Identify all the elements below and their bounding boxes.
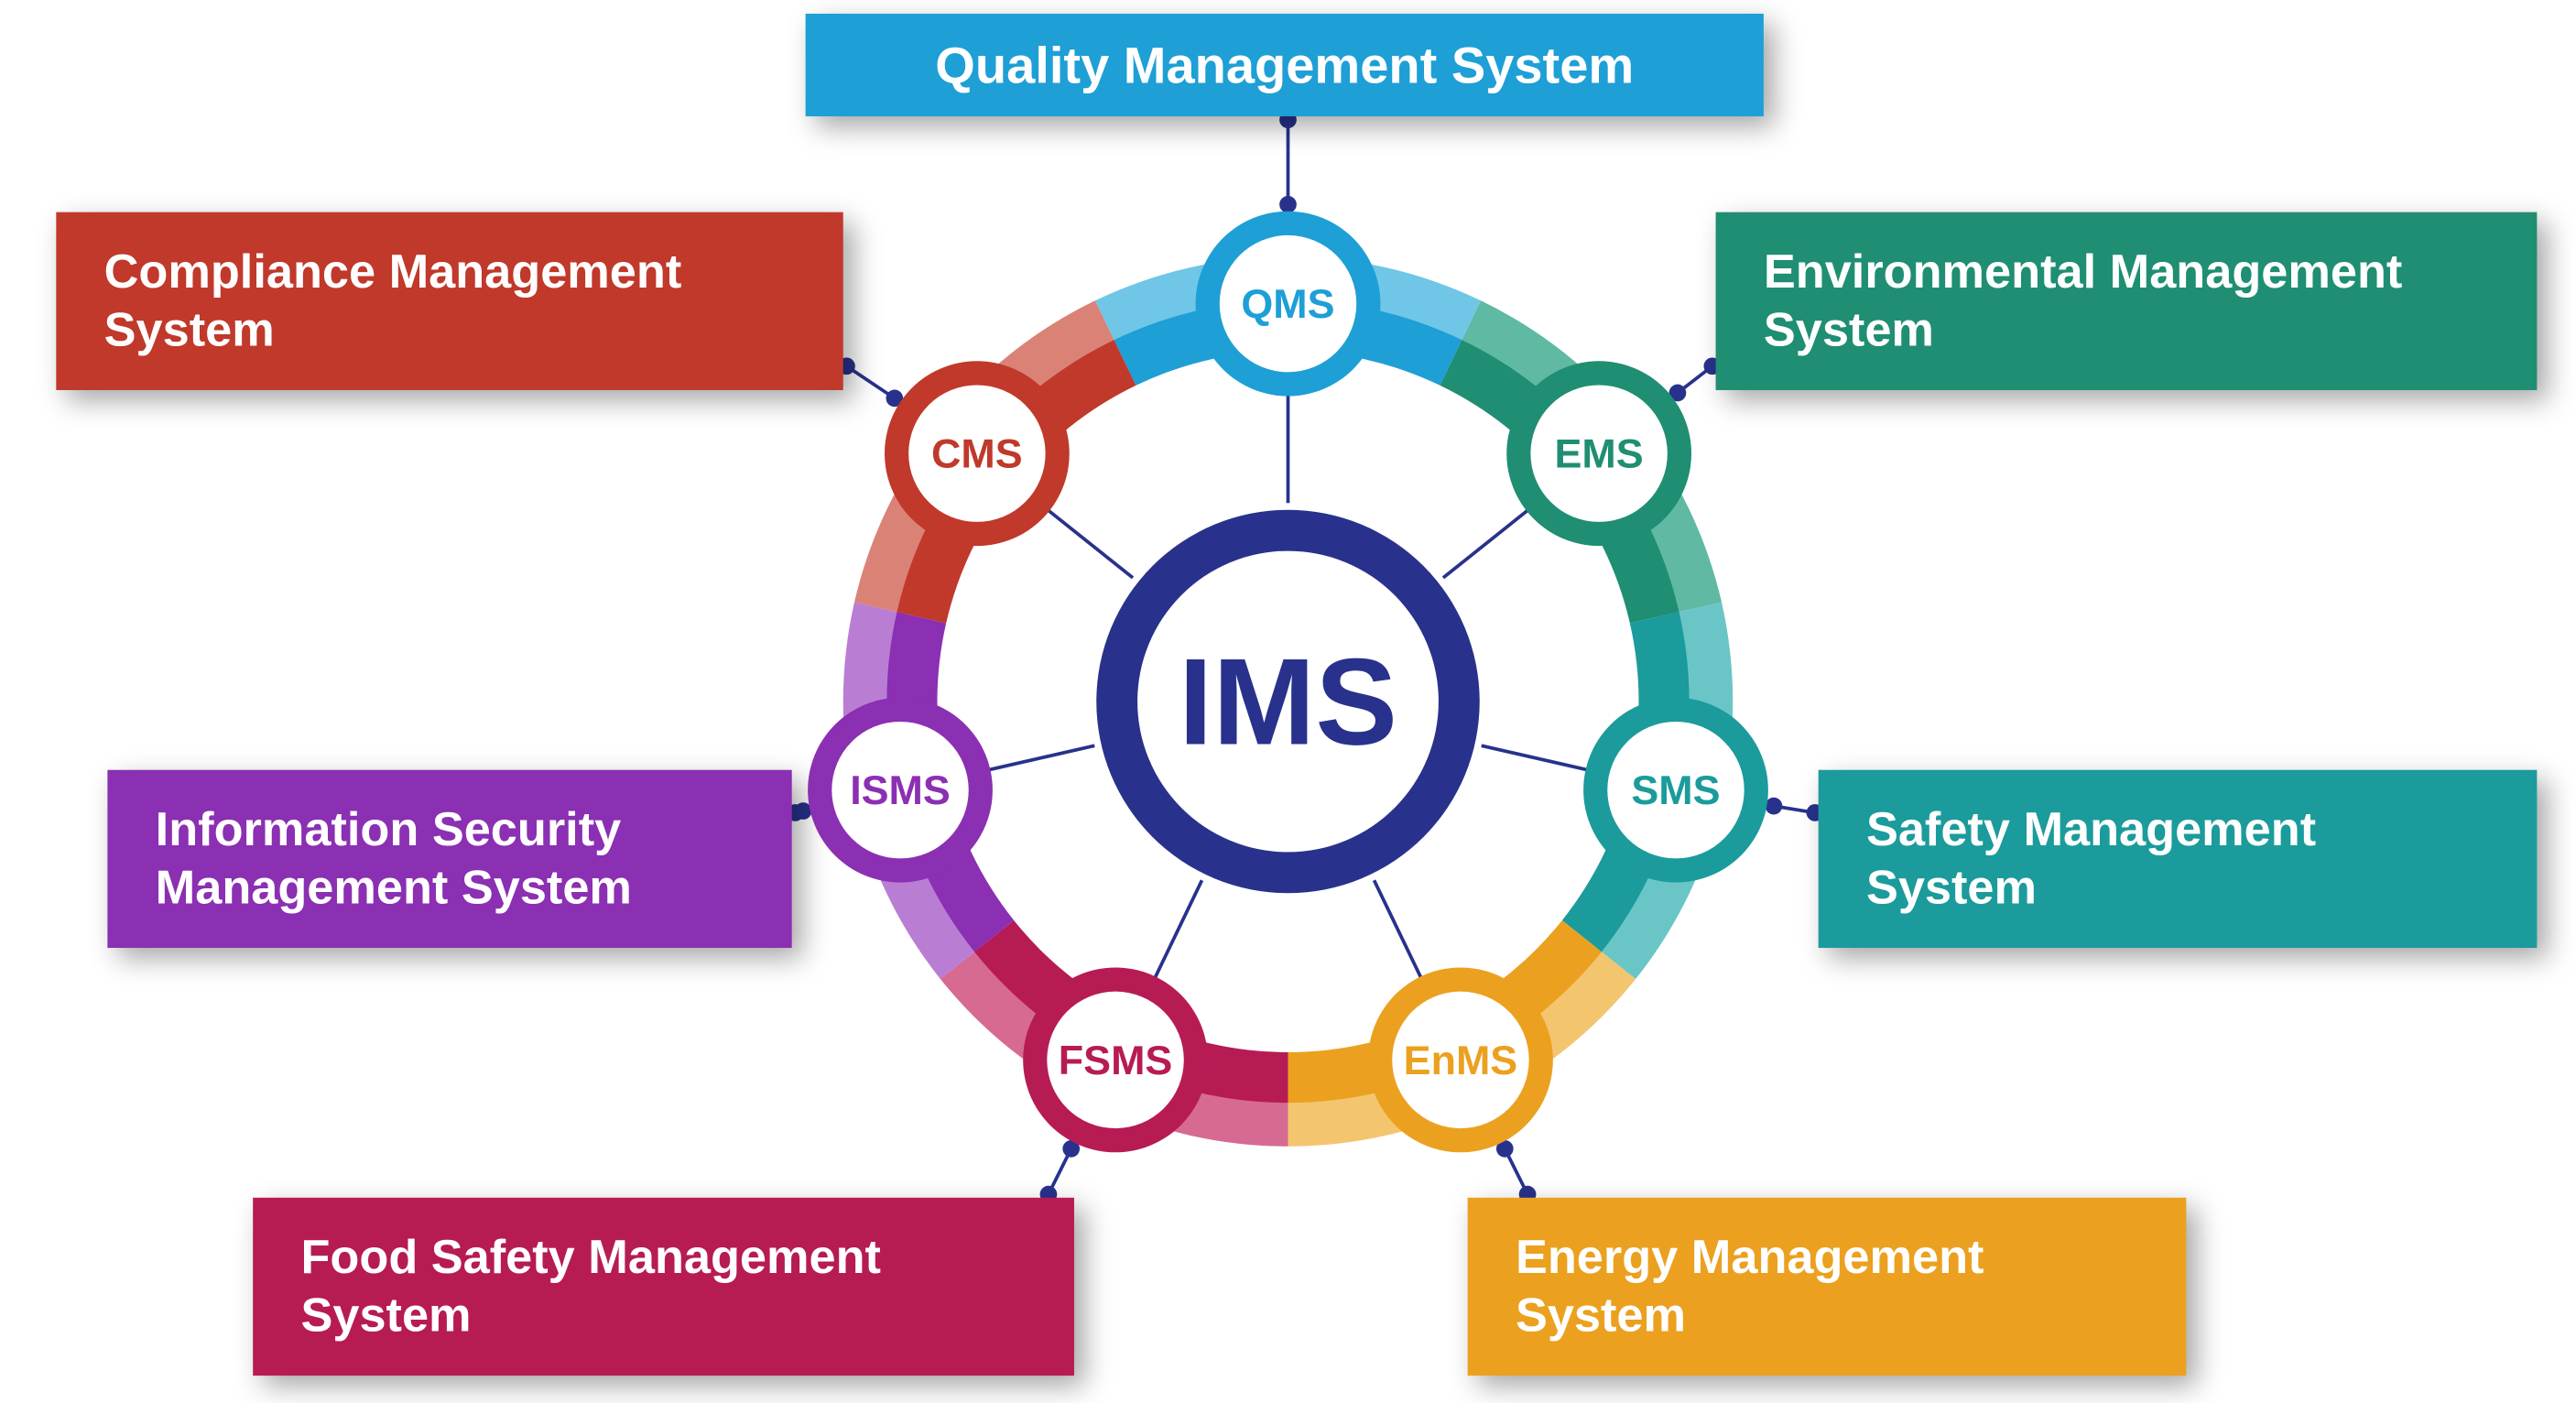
ims-diagram: Quality Management System Environmental M…: [0, 0, 2576, 1403]
label-enms-line2: System: [1516, 1289, 1686, 1343]
label-fsms-line1: Food Safety Management: [300, 1231, 880, 1284]
label-sms-line2: System: [1866, 862, 2037, 915]
label-isms: Information Security Management System: [107, 770, 791, 948]
label-qms: Quality Management System: [806, 14, 1764, 116]
label-cms-line1: Compliance Management: [104, 245, 682, 299]
label-cms-line2: System: [104, 304, 275, 357]
label-sms: Safety Management System: [1819, 770, 2538, 948]
center-label: IMS: [1179, 633, 1397, 771]
label-ems-line2: System: [1764, 304, 1934, 357]
label-fsms: Food Safety ManagementSystem: [253, 1198, 1074, 1376]
connector-qms-dot-start: [1279, 196, 1297, 213]
node-ems-label: EMS: [1555, 430, 1644, 477]
connector-sms-dot-start: [1766, 798, 1783, 815]
node-enms-label: EnMS: [1404, 1037, 1518, 1083]
label-fsms-line2: System: [300, 1289, 471, 1343]
label-qms-text: Quality Management System: [935, 36, 1634, 93]
label-enms-line1: Energy Management: [1516, 1231, 1984, 1284]
node-sms-label: SMS: [1631, 767, 1720, 813]
node-isms-label: ISMS: [850, 767, 951, 813]
node-fsms-label: FSMS: [1059, 1037, 1173, 1083]
label-sms-line1: Safety Management: [1866, 803, 2316, 856]
label-cms: Compliance ManagementSystem: [56, 212, 842, 390]
connector-cms: [846, 366, 894, 398]
label-enms: Energy ManagementSystem: [1468, 1198, 2187, 1376]
node-qms-label: QMS: [1241, 280, 1334, 327]
label-isms-line2: Management System: [156, 862, 632, 915]
node-cms-label: CMS: [931, 430, 1023, 477]
label-ems: Environmental ManagementSystem: [1716, 212, 2538, 390]
label-isms-line1: Information Security: [156, 803, 622, 856]
label-ems-line1: Environmental Management: [1764, 245, 2402, 299]
